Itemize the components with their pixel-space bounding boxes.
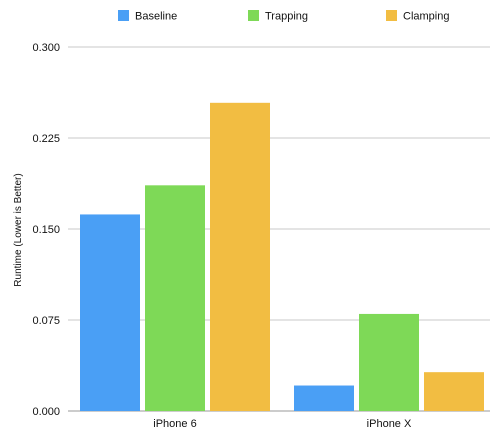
legend-swatch-baseline bbox=[118, 10, 129, 21]
y-axis-title: Runtime (Lower is Better) bbox=[13, 173, 24, 286]
bar-baseline-iphone-6 bbox=[80, 214, 140, 411]
y-tick-label: 0.075 bbox=[32, 315, 60, 327]
y-tick-label: 0.150 bbox=[32, 224, 60, 236]
x-axis-ticks: iPhone 6 iPhone X bbox=[153, 418, 412, 430]
y-tick-label: 0.225 bbox=[32, 133, 60, 145]
legend-label-clamping: Clamping bbox=[403, 11, 449, 23]
y-axis-ticks: 0.000 0.075 0.150 0.225 0.300 bbox=[32, 42, 60, 418]
y-tick-label: 0.300 bbox=[32, 42, 60, 54]
bar-baseline-iphone-x bbox=[294, 385, 354, 411]
x-category-label: iPhone 6 bbox=[153, 418, 196, 430]
y-tick-label: 0.000 bbox=[32, 406, 60, 418]
bars bbox=[80, 102, 484, 412]
legend-swatch-clamping bbox=[386, 10, 397, 21]
legend: Baseline Trapping Clamping bbox=[118, 10, 449, 23]
legend-swatch-trapping bbox=[248, 10, 259, 21]
bar-clamping-iphone-6 bbox=[210, 102, 270, 412]
bar-clamping-iphone-x bbox=[424, 372, 484, 411]
legend-label-baseline: Baseline bbox=[135, 11, 177, 23]
bar-trapping-iphone-6 bbox=[145, 185, 205, 411]
x-category-label: iPhone X bbox=[367, 418, 412, 430]
legend-label-trapping: Trapping bbox=[265, 11, 308, 23]
bar-trapping-iphone-x bbox=[359, 313, 419, 411]
